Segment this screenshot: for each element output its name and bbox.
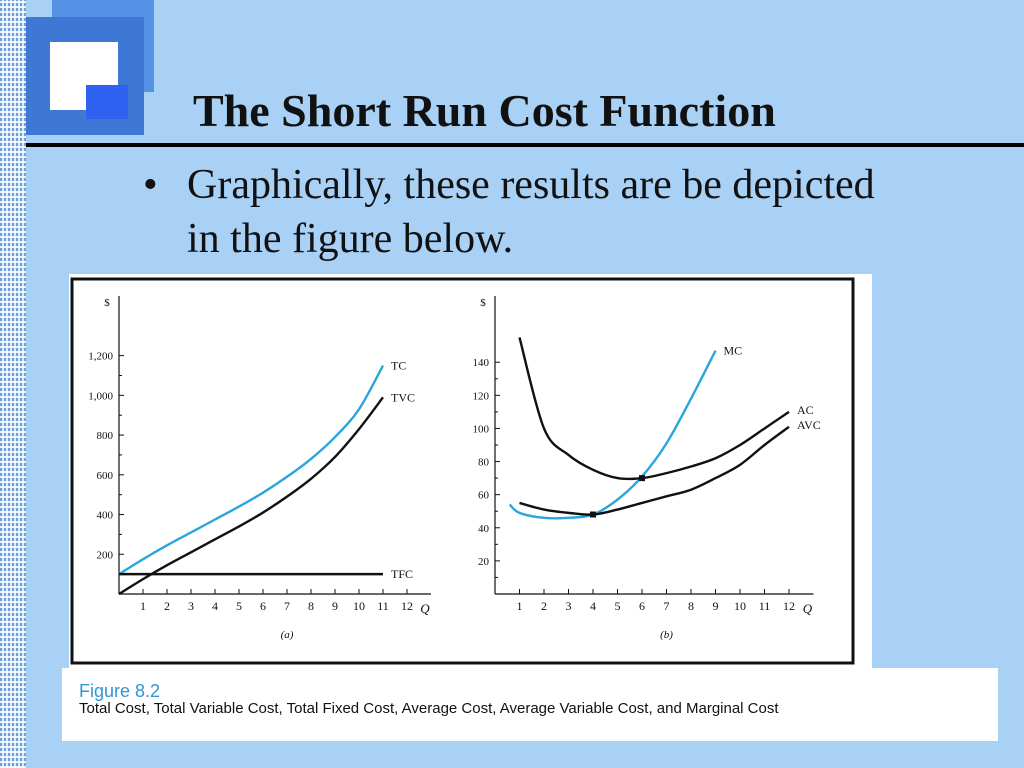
chart-b-x-tick-label: 6 bbox=[639, 599, 645, 613]
chart-a-x-tick-label: 5 bbox=[236, 599, 242, 613]
chart-a-y-tick-label: 600 bbox=[97, 470, 114, 482]
figure-caption: Figure 8.2 Total Cost, Total Variable Co… bbox=[62, 668, 998, 741]
chart-b-x-tick-label: 11 bbox=[759, 599, 771, 613]
chart-b-panel-label: (b) bbox=[660, 629, 673, 641]
chart-a-x-tick-label: 8 bbox=[308, 599, 314, 613]
chart-a-series-label-tvc: TVC bbox=[391, 390, 415, 404]
chart-a-y-tick-label: 1,000 bbox=[88, 390, 113, 402]
chart-a-y-title: $ bbox=[104, 297, 110, 309]
chart-b-series-label-ac: AC bbox=[797, 403, 814, 417]
chart-b-series-label-avc: AVC bbox=[797, 418, 821, 432]
chart-a-x-tick-label: 1 bbox=[140, 599, 146, 613]
chart-b-intersection-marker bbox=[590, 511, 596, 518]
chart-a-y-tick-label: 1,200 bbox=[88, 351, 113, 363]
chart-a-y-tick-label: 800 bbox=[97, 430, 114, 442]
chart-b-x-tick-label: 2 bbox=[541, 599, 547, 613]
chart-a-x-tick-label: 11 bbox=[377, 599, 389, 613]
chart-b-series-label-mc: MC bbox=[724, 344, 743, 358]
chart-a-x-tick-label: 7 bbox=[284, 599, 290, 613]
chart-a-x-tick-label: 3 bbox=[188, 599, 194, 613]
chart-b-y-tick-label: 40 bbox=[478, 523, 490, 535]
chart-a-x-tick-label: 4 bbox=[212, 599, 218, 613]
chart-a-x-tick-label: 9 bbox=[332, 599, 338, 613]
chart-a-series-tvc bbox=[118, 396, 384, 596]
chart-a-series-label-tc: TC bbox=[391, 359, 406, 373]
chart-b-intersection-marker bbox=[639, 475, 645, 482]
chart-b-y-tick-label: 60 bbox=[478, 490, 490, 502]
chart-b-x-tick-label: 7 bbox=[664, 599, 670, 613]
chart-a-y-tick-label: 400 bbox=[97, 510, 114, 522]
chart-b-average-marginal-costs: $Q1 2 3 4 5 6 7 8 9 10 11 1220406080100120140MCACAV… bbox=[473, 296, 821, 641]
figure-label: Figure 8.2 bbox=[79, 681, 161, 701]
chart-b-y-tick-label: 80 bbox=[478, 457, 490, 469]
chart-b-y-title: $ bbox=[480, 297, 486, 309]
chart-b-x-tick-label: 4 bbox=[590, 599, 596, 613]
chart-a-series-tc bbox=[118, 364, 385, 576]
chart-a-x-tick-label: 12 bbox=[401, 599, 413, 613]
chart-a-series-label-tfc: TFC bbox=[391, 567, 413, 581]
chart-b-y-tick-label: 20 bbox=[478, 556, 490, 568]
chart-b-x-tick-label: 12 bbox=[783, 599, 795, 613]
chart-a-y-tick-label: 200 bbox=[97, 549, 114, 561]
chart-a-x-tick-label: 2 bbox=[164, 599, 170, 613]
chart-b-x-tick-label: 5 bbox=[615, 599, 621, 613]
chart-b-x-title: Q bbox=[803, 601, 813, 616]
chart-a-x-title: Q bbox=[420, 601, 430, 616]
chart-b-series-avc bbox=[519, 425, 790, 516]
chart-b-y-tick-label: 100 bbox=[473, 423, 490, 435]
figure-caption-text: Total Cost, Total Variable Cost, Total F… bbox=[79, 700, 779, 717]
chart-b-x-tick-label: 10 bbox=[734, 599, 746, 613]
chart-a-x-tick-label: 10 bbox=[353, 599, 365, 613]
chart-a-x-tick-label: 6 bbox=[260, 599, 266, 613]
chart-b-x-tick-label: 1 bbox=[517, 599, 523, 613]
chart-b-series-ac bbox=[518, 337, 790, 481]
chart-b-series-mc bbox=[508, 350, 717, 520]
figure-charts: $Q1 2 3 4 5 6 7 8 9 10 11 122004006008001,0001,200T… bbox=[70, 277, 855, 665]
title-divider bbox=[26, 143, 1024, 147]
left-decorative-stripe bbox=[0, 0, 26, 768]
chart-b-x-tick-label: 9 bbox=[713, 599, 719, 613]
chart-b-x-tick-label: 3 bbox=[566, 599, 572, 613]
corner-square-dark bbox=[86, 85, 128, 119]
bullet-icon: • bbox=[143, 162, 158, 208]
slide-title: The Short Run Cost Function bbox=[193, 85, 776, 136]
chart-a-panel-label: (a) bbox=[281, 629, 294, 641]
figure-frame bbox=[70, 277, 855, 665]
bullet-text: Graphically, these results are be depict… bbox=[187, 162, 875, 262]
chart-a-total-costs: $Q1 2 3 4 5 6 7 8 9 10 11 122004006008001,0001,200T… bbox=[88, 296, 431, 641]
chart-b-x-tick-label: 8 bbox=[688, 599, 694, 613]
chart-b-y-tick-label: 120 bbox=[473, 390, 490, 402]
figure-panel: $ Q 1 2 3 4 5 6 7 8 9 10 11 12 200 400 600 800 1,000 1,200 T… bbox=[69, 274, 872, 668]
bullet-point: • Graphically, these results are be depi… bbox=[143, 158, 883, 266]
chart-b-y-tick-label: 140 bbox=[473, 357, 490, 369]
